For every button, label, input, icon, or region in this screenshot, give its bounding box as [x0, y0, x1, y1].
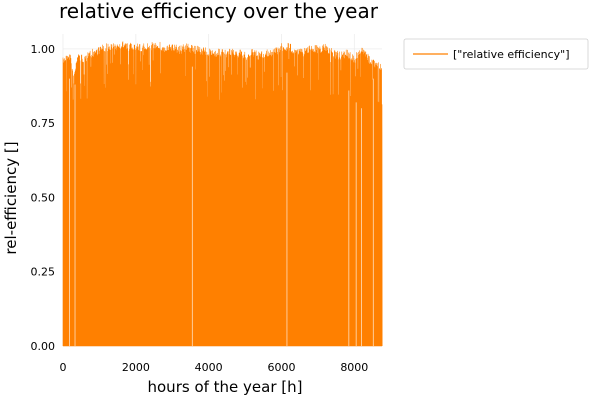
- legend-box: [403, 38, 589, 70]
- y-tick-label: 0.50: [31, 191, 56, 204]
- series-relative-efficiency: [62, 41, 383, 347]
- x-axis-title: hours of the year [h]: [148, 378, 303, 396]
- x-tick-label: 2000: [122, 361, 150, 374]
- x-tick-label: 4000: [195, 361, 223, 374]
- x-tick-label: 0: [60, 361, 67, 374]
- y-tick-label: 0.00: [31, 340, 56, 353]
- data-layer: [62, 41, 383, 347]
- legend: ["relative efficiency"]: [403, 38, 589, 70]
- y-tick-label: 0.75: [31, 117, 56, 130]
- chart-title: relative efficiency over the year: [59, 0, 379, 23]
- y-axis-title: rel-efficiency []: [2, 141, 20, 254]
- y-tick-label: 0.25: [31, 266, 56, 279]
- legend-label: ["relative efficiency"]: [453, 48, 570, 61]
- axes-layer: 0 2000 4000 6000 8000 0.00 0.25 0.50 0.75 1.00: [31, 43, 369, 374]
- x-tick-label: 6000: [267, 361, 295, 374]
- x-tick-label: 8000: [340, 361, 368, 374]
- y-tick-label: 1.00: [31, 43, 56, 56]
